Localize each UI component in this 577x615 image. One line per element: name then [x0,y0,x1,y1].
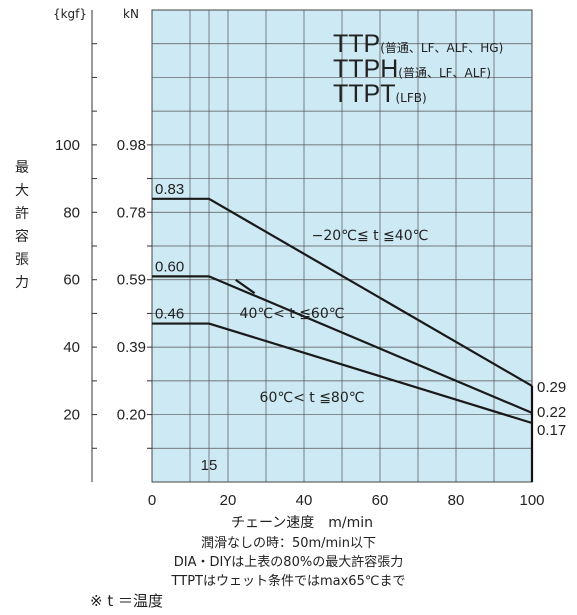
series-end-label: 0.29 [537,379,566,396]
y-tick-label-kn: 0.59 [117,272,146,289]
notes: 潤滑なしの時：50m/min以下 DIA・DIYは上表の80%の最大許容張力 T… [0,534,577,591]
title-model: TTPH [333,55,398,83]
series-condition-label: 60℃< t ≦80℃ [260,390,365,406]
x-tick-label: 80 [448,492,465,509]
series-start-label: 0.60 [155,258,184,275]
y-tick-label-kn: 0.39 [117,339,146,356]
series-end-label: 0.17 [537,422,566,439]
note-dia-diy: DIA・DIYは上表の80%の最大許容張力 [173,555,404,570]
series-line-3 [152,322,533,425]
title-variants: (普通、LF、ALF、HG) [380,41,503,55]
y-axis-label-char: 許 [15,206,29,222]
title-variants: (普通、LF、ALF) [398,66,491,80]
series-line-1 [152,197,533,387]
chart-title-ttph: TTPH(普通、LF、ALF) [333,55,491,83]
title-model: TTPT [333,80,396,108]
y-axis-label-char: 容 [15,228,29,245]
y-tick-label-kgf: 40 [63,339,80,356]
series-condition-label: 40℃< t ≦60℃ [240,306,345,322]
x-tick-label: 100 [519,492,544,509]
x-tick-label: 20 [220,492,237,509]
note-lubrication: 潤滑なしの時：50m/min以下 [200,536,377,551]
note-ttpt-wet: TTPTはウェット条件ではmax65℃まで [171,574,406,589]
chart-title-ttpt: TTPT(LFB) [333,80,427,108]
x-marker-label: 15 [201,457,218,474]
y-tick-label-kgf: 100 [55,137,80,154]
x-tick-label: 40 [296,492,313,509]
title-variants: (LFB) [396,91,427,105]
title-model: TTP [333,30,380,58]
series-start-label: 0.46 [155,306,184,323]
y-tick-label-kgf: 80 [63,204,80,221]
series-condition-label: −20℃≦ t ≦40℃ [312,228,429,244]
y-axis-label-char: 大 [15,183,29,199]
series-start-label: 0.83 [155,181,184,198]
y-tick-label-kn: 0.98 [117,137,146,154]
series-line-2 [152,275,533,414]
y-tick-label-kn: 0.78 [117,204,146,221]
series-end-label: 0.22 [537,404,566,421]
y-tick-label-kgf: 60 [63,272,80,289]
y-tick-label-kgf: 20 [63,407,80,424]
y-axis-label-char: 張 [15,252,29,268]
y-unit-kn: kN [123,7,139,21]
x-tick-label: 0 [148,492,156,509]
y-axis-label-char: 最 [15,160,29,176]
x-axis-label: チェーン速度 m/min [231,515,373,531]
y-axis-label-char: 力 [15,275,29,291]
y-tick-label-kn: 0.20 [117,407,146,424]
x-tick-label: 60 [372,492,389,509]
footnote: ※ t ＝温度 [90,592,163,610]
chart-title-ttp: TTP(普通、LF、ALF、HG) [333,30,503,58]
y-unit-kgf: {kgf} [53,7,87,21]
series-2-leader [234,278,256,295]
